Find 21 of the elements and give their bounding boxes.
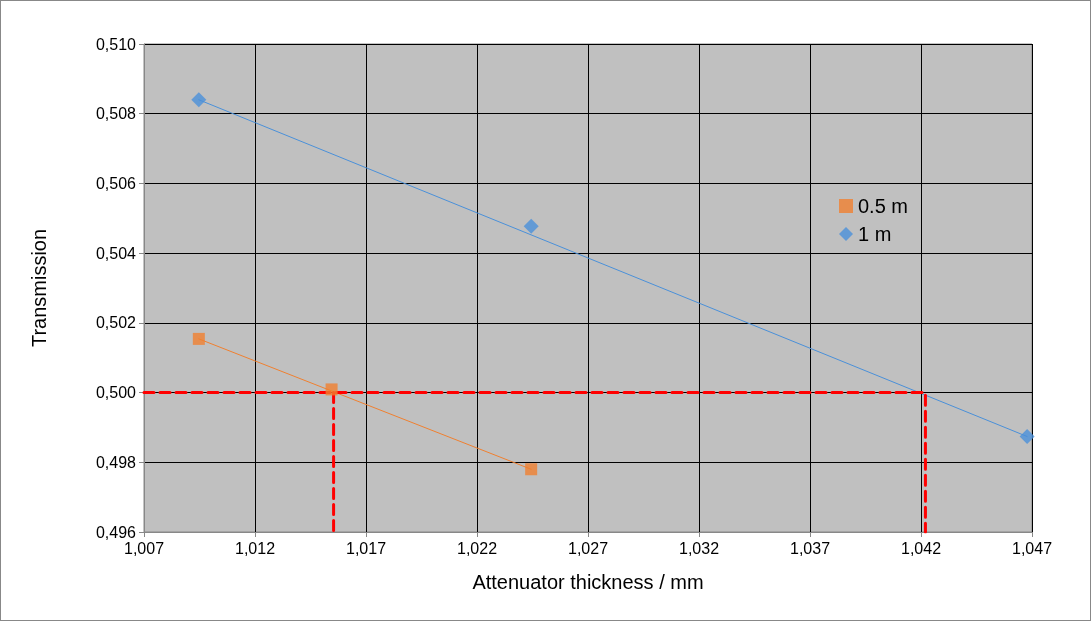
y-axis-title: Transmission <box>28 228 50 348</box>
y-tick-label: 0,498 <box>95 453 137 471</box>
y-tick-label: 0,510 <box>95 35 137 53</box>
y-tick-label: 0,508 <box>95 105 137 123</box>
x-tick-label: 1,012 <box>234 539 276 557</box>
x-tick-label: 1,017 <box>345 539 387 557</box>
legend-label: 0.5 m <box>858 195 909 217</box>
x-tick-label: 1,032 <box>678 539 720 557</box>
y-tick-label: 0,500 <box>95 384 137 402</box>
y-tick-label: 0,506 <box>95 174 137 192</box>
x-axis-title: Attenuator thickness / mm <box>472 571 704 593</box>
x-tick-label: 1,022 <box>456 539 498 557</box>
y-tick-label: 0,504 <box>95 244 137 262</box>
legend-label: 1 m <box>858 223 892 245</box>
y-tick-label: 0,502 <box>95 314 137 332</box>
x-tick-label: 1,037 <box>789 539 831 557</box>
x-tick-label: 1,047 <box>1011 539 1053 557</box>
x-tick-label: 1,027 <box>567 539 609 557</box>
x-tick-label: 1,042 <box>900 539 942 557</box>
x-tick-label: 1,007 <box>123 539 165 557</box>
y-tick-label: 0,496 <box>95 523 137 541</box>
